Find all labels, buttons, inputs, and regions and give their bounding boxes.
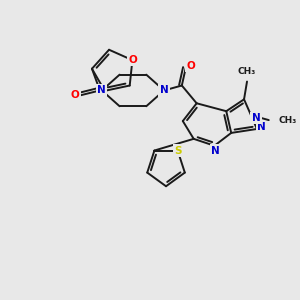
- Text: N: N: [98, 85, 106, 95]
- Text: N: N: [251, 113, 260, 123]
- Text: O: O: [186, 61, 195, 71]
- Text: N: N: [211, 146, 220, 156]
- Text: N: N: [160, 85, 168, 95]
- Text: CH₃: CH₃: [238, 67, 256, 76]
- Text: CH₃: CH₃: [279, 116, 297, 124]
- Text: O: O: [71, 90, 80, 100]
- Text: O: O: [128, 55, 137, 65]
- Text: S: S: [174, 146, 182, 155]
- Text: N: N: [257, 122, 266, 132]
